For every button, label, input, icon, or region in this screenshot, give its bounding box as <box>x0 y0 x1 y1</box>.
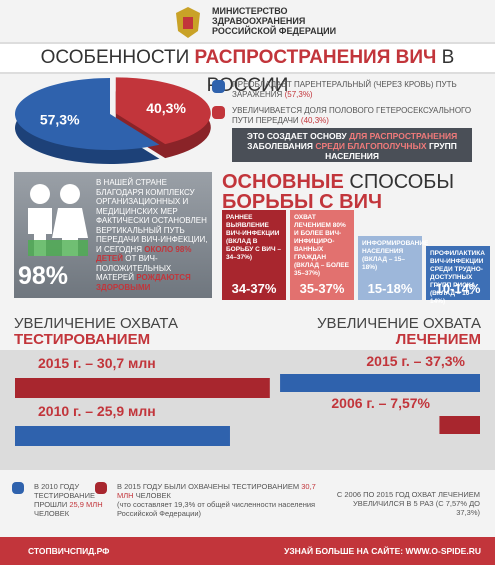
note-text: В 2010 ГОДУ ТЕСТИРОВАНИЕ ПРОШЛИ <box>34 482 95 509</box>
methods-title-bold: БОРЬБЫ С ВИЧ <box>222 191 383 213</box>
ministry-line: РОССИЙСКОЙ ФЕДЕРАЦИИ <box>212 26 337 36</box>
method-text: ИНФОРМИРОВАНИЕ НАСЕЛЕНИЯ (ВКЛАД – 15–18%… <box>362 240 429 271</box>
children-text: В НАШЕЙ СТРАНЕ БЛАГОДАРЯ КОМПЛЕКСУ ОРГАН… <box>96 178 208 292</box>
title-highlight: РАСПРОСТРАНЕНИЯ ВИЧ <box>194 47 437 68</box>
footer: СТОПВИЧСПИД.РФ УЗНАЙ БОЛЬШЕ НА САЙТЕ: WW… <box>0 537 495 565</box>
pie-label: 57,3% <box>40 111 80 127</box>
note-text: В 2015 ГОДУ БЫЛИ ОХВАЧЕНЫ ТЕСТИРОВАНИЕМ <box>117 482 300 491</box>
footer-link: УЗНАЙ БОЛЬШЕ НА САЙТЕ: WWW.O-SPIDE.RU <box>284 546 481 556</box>
method-text: ОХВАТ ЛЕЧЕНИЕМ 80% И БОЛЕЕ ВИЧ-ИНФИЦИРО-… <box>294 214 349 277</box>
bar-label: 2010 г. – 25,9 млн <box>38 403 156 419</box>
methods-title-text: СПОСОБЫ <box>349 171 455 193</box>
emblem <box>176 7 200 38</box>
method-range: 15-18% <box>367 281 413 296</box>
treatment-heading: УВЕЛИЧЕНИЕ ОХВАТА ЛЕЧЕНИЕМ <box>317 316 481 348</box>
legend-note: (57,3%) <box>284 90 313 99</box>
note-small: (что составляет 19,3% от общей численнос… <box>117 500 316 518</box>
basis-box: ЭТО СОЗДАЕТ ОСНОВУ ДЛЯ РАСПРОСТРАНЕНИЯ З… <box>232 128 472 162</box>
ministry: МИНИСТЕРСТВО ЗДРАВООХРАНЕНИЯ РОССИЙСКОЙ … <box>212 6 336 36</box>
note-highlight: 30,7 МЛН <box>117 482 316 500</box>
testing-bar <box>15 426 230 446</box>
bar-background <box>0 350 495 470</box>
method-column: ПРОФИЛАКТИКА ВИЧ-ИНФЕКЦИИ СРЕДИ ТРУДНО-Д… <box>426 246 490 305</box>
legend-item: ПРЕОБЛАДАЕТ ПАРЕНТЕРАЛЬНЫЙ (ЧЕРЕЗ КРОВЬ)… <box>212 80 482 100</box>
heading-highlight: ТЕСТИРОВАНИЕМ <box>14 331 151 348</box>
children-icon <box>28 184 88 256</box>
note-highlight: 25,9 МЛН <box>69 500 103 509</box>
bar-label: 2006 г. – 7,57% <box>331 395 430 411</box>
treatment-bar <box>439 416 480 434</box>
note-swatch <box>95 482 107 494</box>
basis-highlight: СРЕДИ БЛАГОПОЛУЧНЫХ <box>315 141 427 151</box>
legend-text: УВЕЛИЧИВАЕТСЯ ДОЛЯ ПОЛОВОГО ГЕТЕРОСЕКСУА… <box>232 106 472 125</box>
heading-highlight: ЛЕЧЕНИЕМ <box>395 331 481 348</box>
legend-swatch <box>212 106 225 119</box>
note-2015: В 2015 ГОДУ БЫЛИ ОХВАЧЕНЫ ТЕСТИРОВАНИЕМ … <box>95 482 317 518</box>
children-box: 98% В НАШЕЙ СТРАНЕ БЛАГОДАРЯ КОМПЛЕКСУ О… <box>14 172 212 298</box>
methods-title-bold: ОСНОВНЫЕ <box>222 171 344 193</box>
title-text: ОСОБЕННОСТИ <box>40 47 190 68</box>
basis-text: ЭТО СОЗДАЕТ ОСНОВУ <box>246 131 347 141</box>
children-highlight: ОКОЛО 98% ДЕТЕЙ <box>96 244 192 264</box>
pie-chart: 40,3% 57,3% <box>15 77 211 164</box>
heading-line: УВЕЛИЧЕНИЕ ОХВАТА <box>14 315 178 332</box>
children-highlight: РОЖДАЮТСЯ ЗДОРОВЫМИ <box>96 273 191 292</box>
legend-item: УВЕЛИЧИВАЕТСЯ ДОЛЯ ПОЛОВОГО ГЕТЕРОСЕКСУА… <box>212 106 482 126</box>
method-column: РАННЕЕ ВЫЯВЛЕНИЕ ВИЧ-ИНФЕКЦИИ (ВКЛАД В Б… <box>222 210 286 300</box>
children-body: В НАШЕЙ СТРАНЕ БЛАГОДАРЯ КОМПЛЕКСУ ОРГАН… <box>96 178 208 254</box>
heading-line: УВЕЛИЧЕНИЕ ОХВАТА <box>317 315 481 332</box>
method-column: ИНФОРМИРОВАНИЕ НАСЕЛЕНИЯ (ВКЛАД – 15–18%… <box>358 236 429 300</box>
legend-swatch <box>212 80 225 93</box>
method-column: ОХВАТ ЛЕЧЕНИЕМ 80% И БОЛЕЕ ВИЧ-ИНФИЦИРО-… <box>290 210 354 300</box>
bar-label: 2015 г. – 37,3% <box>366 353 465 369</box>
basis-highlight: ДЛЯ РАСПРОСТРАНЕНИЯ <box>349 131 458 141</box>
bar-area: 2015 г. – 30,7 млн 2010 г. – 25,9 млн 2015… <box>0 350 495 470</box>
legend-note: (40,3%) <box>300 116 329 125</box>
testing-bar <box>15 378 270 398</box>
method-text: ПРОФИЛАКТИКА ВИЧ-ИНФЕКЦИИ СРЕДИ ТРУДНО-Д… <box>430 250 485 305</box>
method-range: 34-37% <box>231 281 277 296</box>
pie-label: 40,3% <box>146 100 186 116</box>
children-body: ОТ ВИЧ-ПОЛОЖИТЕЛЬНЫХ МАТЕРЕЙ <box>96 254 172 282</box>
note-text: ЧЕЛОВЕК <box>135 491 171 500</box>
method-range: 10-14% <box>435 281 481 296</box>
method-range: 35-37% <box>299 281 345 296</box>
bar-label: 2015 г. – 30,7 млн <box>38 355 156 371</box>
pie-slice <box>115 77 211 145</box>
testing-heading: УВЕЛИЧЕНИЕ ОХВАТА ТЕСТИРОВАНИЕМ <box>14 316 178 348</box>
legend-text: ПРЕОБЛАДАЕТ ПАРЕНТЕРАЛЬНЫЙ (ЧЕРЕЗ КРОВЬ)… <box>232 80 457 99</box>
note-2010: В 2010 ГОДУ ТЕСТИРОВАНИЕ ПРОШЛИ 25,9 МЛН… <box>12 482 129 518</box>
note-treatment: С 2006 ПО 2015 ГОД ОХВАТ ЛЕЧЕНИЕМ УВЕЛИЧ… <box>336 490 480 517</box>
children-percent: 98% <box>18 262 69 290</box>
pie-slice <box>15 78 160 150</box>
basis-text: ГРУПП НАСЕЛЕНИЯ <box>325 141 457 161</box>
treatment-bar <box>280 374 480 392</box>
ministry-line: ЗДРАВООХРАНЕНИЯ <box>212 16 306 26</box>
title-text: В РОССИИ <box>206 47 455 96</box>
title: ОСОБЕННОСТИ РАСПРОСТРАНЕНИЯ ВИЧ В РОССИИ <box>0 42 495 96</box>
method-text: РАННЕЕ ВЫЯВЛЕНИЕ ВИЧ-ИНФЕКЦИИ (ВКЛАД В Б… <box>226 214 281 261</box>
methods-title: ОСНОВНЫЕ СПОСОБЫ БОРЬБЫ С ВИЧ <box>222 172 454 212</box>
note-text: ЧЕЛОВЕК <box>34 509 70 518</box>
basis-text: ЗАБОЛЕВАНИЯ <box>247 141 313 151</box>
footer-site: СТОПВИЧСПИД.РФ <box>28 546 110 556</box>
ministry-line: МИНИСТЕРСТВО <box>212 6 288 16</box>
note-swatch <box>12 482 24 494</box>
